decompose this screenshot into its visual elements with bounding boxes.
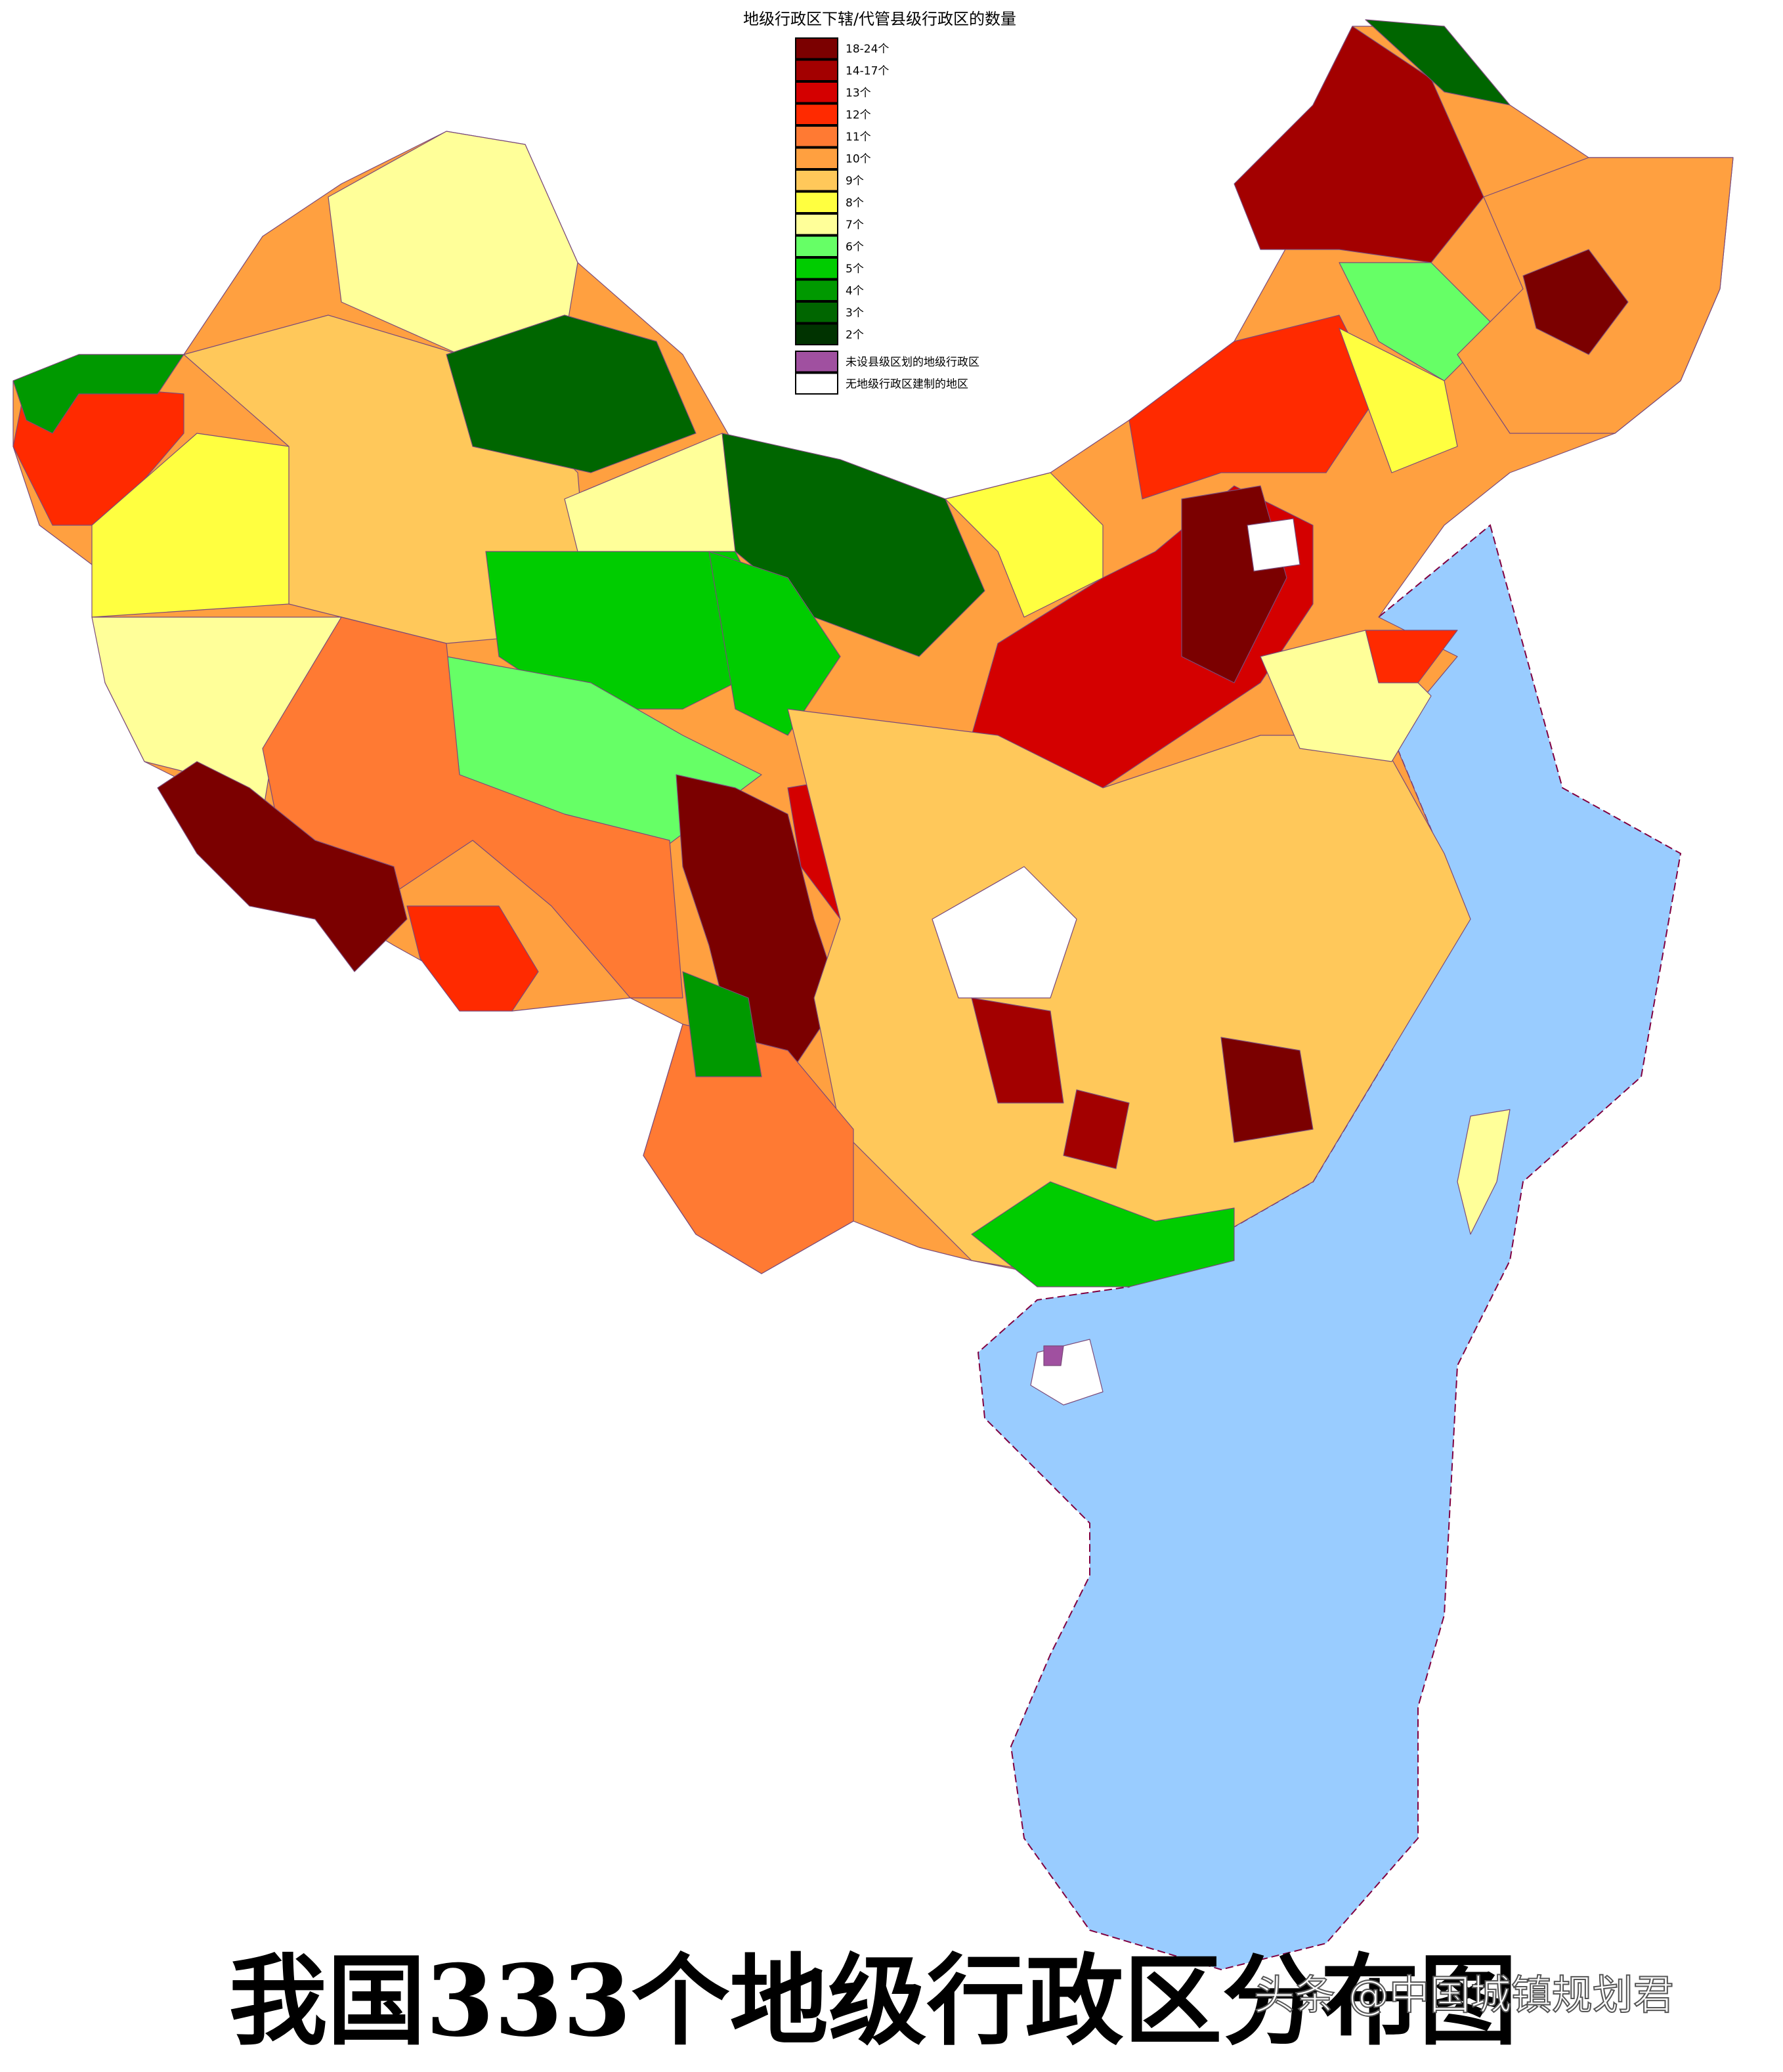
legend-swatch (795, 59, 838, 81)
region (485, 551, 788, 710)
region (787, 708, 1471, 1287)
legend-swatch (795, 125, 838, 148)
region (971, 997, 1064, 1104)
legend-label: 7个 (846, 219, 864, 232)
legend-title: 地级行政区下辖/代管县级行政区的数量 (743, 10, 1016, 28)
legend-swatch (795, 103, 838, 125)
region (932, 866, 1077, 999)
region (1457, 1109, 1511, 1235)
legend-swatch (795, 169, 838, 192)
legend-label: 2个 (846, 328, 864, 341)
legend-swatch (795, 351, 838, 373)
legend-swatch (795, 81, 838, 104)
region (1128, 314, 1379, 500)
legend-label: 14-17个 (846, 64, 889, 77)
legend-label: 8个 (846, 196, 864, 209)
legend-label: 4个 (846, 284, 864, 297)
region (12, 354, 184, 434)
region (971, 1181, 1235, 1287)
region (91, 433, 290, 618)
region (721, 433, 985, 657)
region (1220, 1037, 1314, 1143)
region (682, 971, 762, 1077)
region (157, 761, 408, 972)
map-shapes (12, 19, 1734, 1971)
region (1522, 249, 1629, 355)
legend-label: 12个 (846, 108, 871, 121)
legend-swatch (795, 191, 838, 213)
region (1063, 1089, 1130, 1169)
legend-label: 13个 (846, 87, 871, 100)
legend-label: 5个 (846, 263, 864, 276)
region (1365, 19, 1511, 106)
legend-swatch (795, 235, 838, 257)
region (708, 551, 841, 736)
region (1365, 630, 1458, 683)
legend-swatch (795, 213, 838, 236)
region (406, 905, 539, 1012)
region (446, 314, 697, 473)
region (1043, 1345, 1064, 1366)
legend: 18-24个 14-17个 13个 12个 11个 10个 9个 8个 7个 6个 5个 4个 3个 2个… (795, 37, 979, 395)
legend-label: 3个 (846, 307, 864, 320)
legend-swatch (795, 301, 838, 324)
legend-swatch (795, 257, 838, 280)
caption: 我国333个地级行政区分布图 (228, 1943, 1517, 2059)
legend-swatch (795, 323, 838, 345)
region (328, 131, 578, 355)
legend-label: 6个 (846, 240, 864, 253)
legend-swatch (795, 147, 838, 169)
legend-label: 11个 (846, 131, 871, 144)
legend-label: 9个 (846, 175, 864, 188)
region (676, 774, 841, 1077)
watermark: 头条 @中国城镇规划君 (1254, 1971, 1674, 2019)
region (1339, 328, 1458, 473)
legend-swatch (795, 372, 838, 395)
legend-label: 18-24个 (846, 43, 889, 56)
legend-swatch (795, 279, 838, 301)
legend-label: 10个 (846, 152, 871, 165)
legend-label: 未设县级区划的地级行政区 (846, 356, 979, 369)
legend-label: 无地级行政区建制的地区 (846, 378, 968, 391)
region (1247, 518, 1300, 572)
legend-swatch (795, 37, 838, 60)
